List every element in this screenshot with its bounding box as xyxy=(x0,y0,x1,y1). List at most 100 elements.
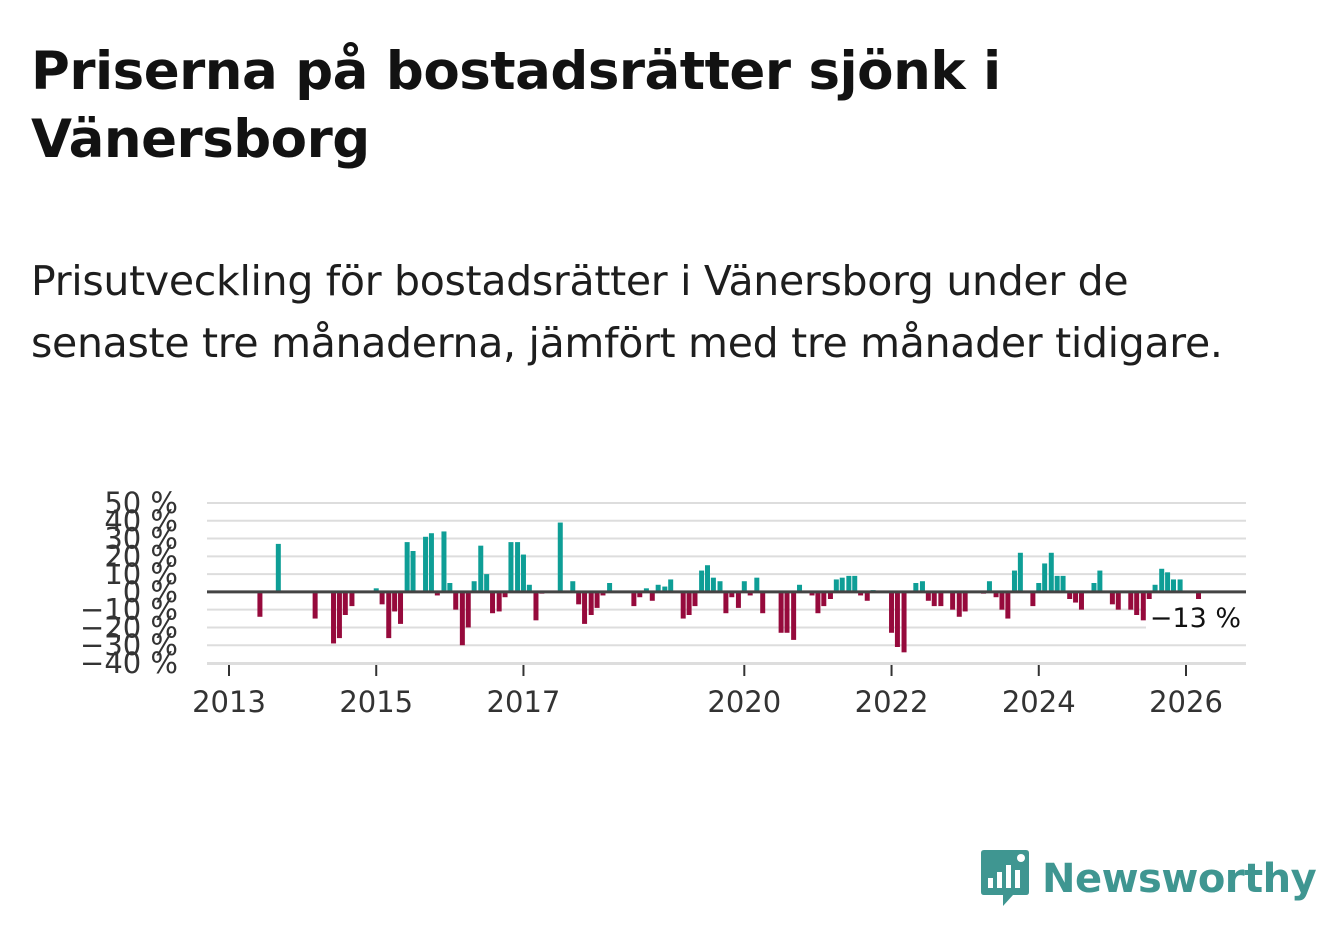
bar xyxy=(570,581,576,592)
bar xyxy=(398,591,404,624)
bar xyxy=(1048,552,1054,592)
bar xyxy=(404,542,410,592)
bar xyxy=(1128,591,1134,610)
brand-logo: Newsworthy xyxy=(980,848,1317,910)
bar xyxy=(1054,575,1060,592)
bar xyxy=(821,591,827,607)
bar xyxy=(815,591,821,614)
bar xyxy=(1134,591,1140,615)
bar xyxy=(938,591,944,607)
bar xyxy=(1115,591,1121,610)
bar xyxy=(515,542,521,592)
bar xyxy=(919,581,925,592)
bar xyxy=(705,565,710,592)
bar xyxy=(864,591,870,601)
bar xyxy=(508,542,514,592)
x-tick-label: 2013 xyxy=(192,685,266,719)
brand-name: Newsworthy xyxy=(1042,856,1317,902)
bar xyxy=(643,588,649,592)
bar xyxy=(699,570,705,592)
bar xyxy=(735,591,741,608)
x-tick-label: 2024 xyxy=(1002,685,1076,719)
bar xyxy=(784,591,790,633)
bar xyxy=(913,583,919,592)
bar xyxy=(490,591,496,614)
bar xyxy=(441,531,447,592)
bar xyxy=(1159,568,1165,592)
y-tick-label: −40 % xyxy=(80,646,178,680)
bar xyxy=(275,543,281,592)
y-tick-label: 0 % xyxy=(123,575,178,609)
bar xyxy=(680,591,686,619)
chart-subtitle: Prisutveckling för bostadsrätter i Väner… xyxy=(31,257,1223,367)
bar xyxy=(668,579,674,592)
bar xyxy=(1177,579,1183,592)
bar xyxy=(1109,591,1115,605)
bar xyxy=(747,591,753,596)
bar xyxy=(649,591,655,601)
bar xyxy=(717,581,723,592)
bar xyxy=(723,591,729,614)
bar xyxy=(1060,575,1066,592)
newsworthy-logo-icon xyxy=(981,850,1029,906)
annotation-label: −13 % xyxy=(1150,603,1241,634)
bar xyxy=(1078,591,1084,610)
bar xyxy=(386,591,392,639)
y-tick-label: 50 % xyxy=(104,486,178,520)
bar xyxy=(637,591,643,598)
x-tick-label: 2020 xyxy=(707,685,781,719)
bar xyxy=(1152,584,1158,592)
bar xyxy=(662,586,668,592)
bar xyxy=(392,591,398,612)
bar xyxy=(1011,570,1017,592)
bar xyxy=(1097,570,1103,592)
bar xyxy=(410,551,416,592)
y-tick-label: −30 % xyxy=(80,628,178,662)
bar xyxy=(754,577,760,592)
x-tick-label: 2026 xyxy=(1149,685,1223,719)
bar xyxy=(729,591,735,598)
bar xyxy=(655,584,661,592)
bar xyxy=(582,591,588,624)
bar xyxy=(1091,583,1097,592)
bar xyxy=(950,591,956,610)
y-tick-label: −10 % xyxy=(80,593,178,627)
bar xyxy=(833,579,839,592)
bar xyxy=(373,588,379,592)
bar xyxy=(852,575,858,592)
bar xyxy=(809,591,815,596)
bar xyxy=(1073,591,1079,603)
x-tick-label: 2017 xyxy=(487,685,561,719)
bar xyxy=(459,591,465,646)
bar xyxy=(533,591,539,621)
bar xyxy=(607,583,613,592)
bar xyxy=(1170,579,1176,592)
bar xyxy=(846,575,852,592)
bar xyxy=(894,591,900,647)
y-tick-label: 40 % xyxy=(104,504,178,538)
bar xyxy=(901,591,907,653)
bar xyxy=(710,577,716,592)
x-axis-ticks: 2013 2015 2017 2020 2022 2024 2026 xyxy=(192,665,1223,719)
x-tick-label: 2015 xyxy=(339,685,413,719)
bar xyxy=(858,591,864,596)
bar xyxy=(1140,591,1146,621)
annotation: −13 % xyxy=(1146,599,1246,634)
bar xyxy=(889,591,895,633)
bar xyxy=(741,581,747,592)
bar xyxy=(478,545,484,592)
bar xyxy=(999,591,1005,610)
bar xyxy=(520,554,526,592)
bar xyxy=(839,577,845,592)
y-tick-label: 30 % xyxy=(104,522,178,556)
bar xyxy=(962,591,968,612)
bar xyxy=(1165,572,1171,592)
bar xyxy=(342,591,348,615)
bar xyxy=(557,522,563,592)
bars xyxy=(257,522,1202,653)
bar xyxy=(526,584,532,592)
bar xyxy=(1005,591,1011,619)
y-tick-label: 10 % xyxy=(104,557,178,591)
bar xyxy=(379,591,385,605)
bar xyxy=(600,591,606,596)
